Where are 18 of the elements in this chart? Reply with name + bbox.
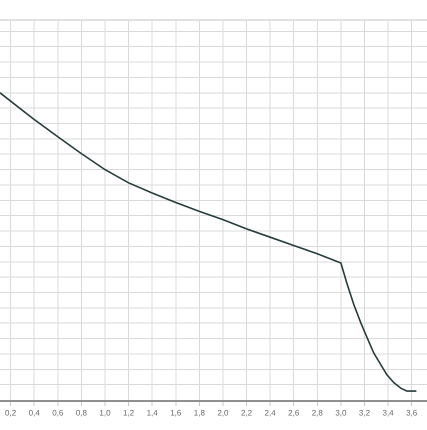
x-tick-label: 0,8 [76, 408, 88, 418]
x-tick-label: 0,4 [28, 408, 40, 418]
x-tick-label: 2,6 [288, 408, 300, 418]
x-tick-label: 2,2 [240, 408, 253, 418]
x-tick-label: 3,0 [335, 408, 347, 418]
x-tick-label: 0,6 [52, 408, 64, 418]
x-tick-label: 2,8 [312, 408, 324, 418]
x-tick-label: 1,8 [194, 408, 206, 418]
x-tick-label: 1,4 [146, 408, 158, 418]
x-tick-label: 3,2 [358, 408, 371, 418]
x-tick-label: 0,2 [5, 408, 17, 418]
x-tick-label: 2,4 [264, 408, 276, 418]
x-tick-label: 1,6 [170, 408, 182, 418]
x-tick-label: 2,0 [217, 408, 230, 418]
x-tick-label: 3,6 [406, 408, 418, 418]
x-tick-label: 1,2 [123, 408, 135, 418]
x-tick-label: 3,4 [382, 408, 394, 418]
x-tick-label: 1,0 [99, 408, 112, 418]
